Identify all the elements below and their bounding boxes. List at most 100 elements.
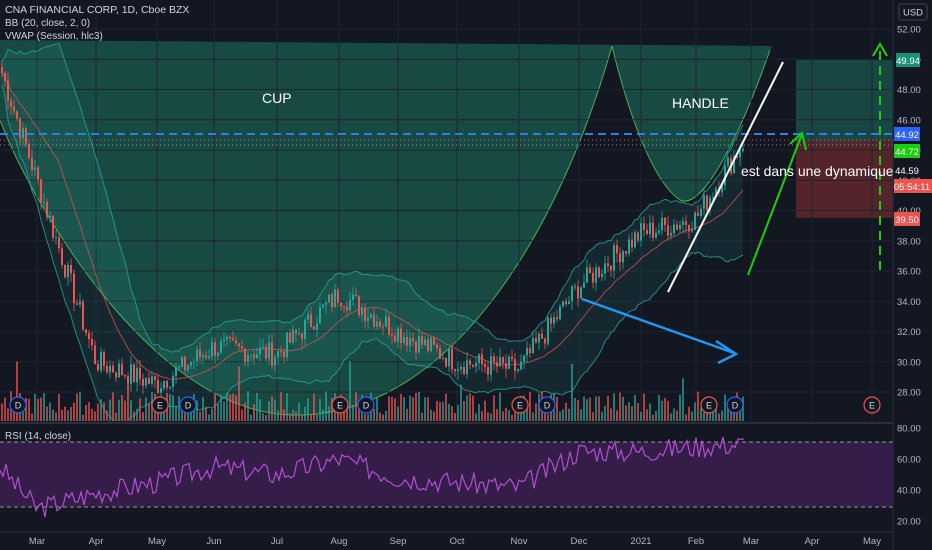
candle-body — [343, 306, 345, 308]
candle-body — [259, 347, 261, 355]
vwap-legend[interactable]: VWAP (Session, hlc3) — [5, 31, 103, 42]
rsi-tick-label: 60.00 — [897, 455, 921, 466]
candle-body — [538, 333, 540, 343]
volume-bar — [673, 408, 675, 421]
volume-bar — [271, 396, 273, 421]
volume-bar — [391, 396, 393, 421]
volume-bar — [610, 408, 612, 421]
volume-bar — [418, 392, 420, 421]
volume-bar — [76, 393, 78, 421]
rsi-legend[interactable]: RSI (14, close) — [5, 431, 72, 442]
blue-arrow[interactable] — [581, 297, 739, 365]
volume-bar — [127, 384, 129, 421]
candle-body — [574, 286, 576, 288]
candle-body — [409, 338, 411, 346]
time-tick-label: Oct — [450, 536, 465, 547]
candle-body — [13, 106, 15, 112]
handle-label[interactable]: HANDLE — [672, 95, 729, 111]
trendline-white[interactable] — [667, 61, 784, 293]
volume-bar — [679, 394, 681, 421]
candle-body — [280, 351, 282, 353]
volume-bar — [727, 402, 729, 421]
bb-lower — [1, 85, 744, 421]
volume-bar — [310, 414, 312, 421]
vwap-line — [1, 72, 744, 380]
comment-label[interactable]: est dans une dynamique ha — [741, 163, 913, 179]
candle-body — [481, 354, 483, 365]
green-dashed-arrow[interactable] — [872, 42, 888, 270]
volume-bar — [490, 413, 492, 421]
volume-bar — [235, 395, 237, 421]
candle-body — [589, 267, 591, 273]
candle-body — [415, 341, 417, 353]
candle-body — [712, 197, 714, 199]
volume-bar — [397, 406, 399, 421]
volume-bar — [64, 406, 66, 421]
candle-body — [301, 333, 303, 339]
candle-body — [1, 66, 3, 74]
volume-bar — [625, 405, 627, 421]
volume-bar — [592, 412, 594, 421]
symbol-legend[interactable]: CNA FINANCIAL CORP, 1D, Cboe BZX — [5, 4, 190, 16]
price-axis[interactable] — [893, 0, 932, 550]
volume-bar — [259, 399, 261, 421]
candle-body — [508, 356, 510, 369]
candle-body — [439, 348, 441, 359]
volume-bar — [238, 366, 240, 421]
volume-bar — [466, 395, 468, 421]
candle-body — [604, 263, 606, 274]
candle-body — [724, 165, 726, 186]
candle-body — [610, 265, 612, 271]
target-zone[interactable] — [796, 60, 893, 141]
candle-body — [373, 314, 375, 327]
volume-bar — [505, 407, 507, 421]
volume-bar — [670, 413, 672, 421]
candle-body — [568, 301, 570, 305]
candle-body — [154, 376, 156, 380]
candle-body — [421, 336, 423, 345]
event-marker-label: E — [337, 401, 343, 411]
time-tick-label: 2021 — [630, 536, 651, 547]
candle-body — [151, 376, 153, 384]
volume-bar — [16, 361, 18, 421]
candle-body — [253, 354, 255, 359]
candle-body — [130, 364, 132, 384]
candle-body — [256, 354, 258, 359]
cup-label[interactable]: CUP — [262, 90, 292, 106]
volume-bar — [313, 393, 315, 421]
candle-body — [277, 351, 279, 358]
candle-body — [124, 375, 126, 377]
currency-box[interactable] — [898, 3, 928, 21]
candle-body — [268, 342, 270, 359]
volume-bar — [640, 411, 642, 421]
volume-bar — [31, 413, 33, 421]
green-arrow[interactable] — [747, 131, 807, 276]
candle-body — [505, 363, 507, 369]
candle-body — [670, 233, 672, 236]
volume-bar — [91, 409, 93, 421]
price-tick-label: 32.00 — [897, 327, 921, 338]
volume-bar — [130, 400, 132, 421]
volume-bar — [478, 403, 480, 421]
time-tick-label: Jul — [271, 536, 283, 547]
volume-bar — [175, 405, 177, 421]
time-tick-label: Aug — [331, 536, 348, 547]
volume-bar — [577, 399, 579, 421]
candle-body — [571, 286, 573, 302]
time-axis-ticks: Mar Apr May Jun Jul Aug Sep Oct Nov Dec 2021 Feb Mar… — [29, 536, 881, 547]
candle-body — [424, 339, 426, 345]
candle-body — [265, 346, 267, 359]
candle-body — [370, 314, 372, 318]
candle-body — [742, 148, 744, 151]
candle-body — [25, 128, 27, 145]
candle-body — [202, 355, 204, 358]
stop-zone[interactable] — [796, 141, 893, 218]
bb-legend[interactable]: BB (20, close, 2, 0) — [5, 18, 91, 29]
volume-bar — [118, 399, 120, 421]
candle-body — [37, 167, 39, 180]
volume-bar — [682, 378, 684, 421]
candle-body — [211, 342, 213, 357]
volume-bar — [295, 411, 297, 421]
